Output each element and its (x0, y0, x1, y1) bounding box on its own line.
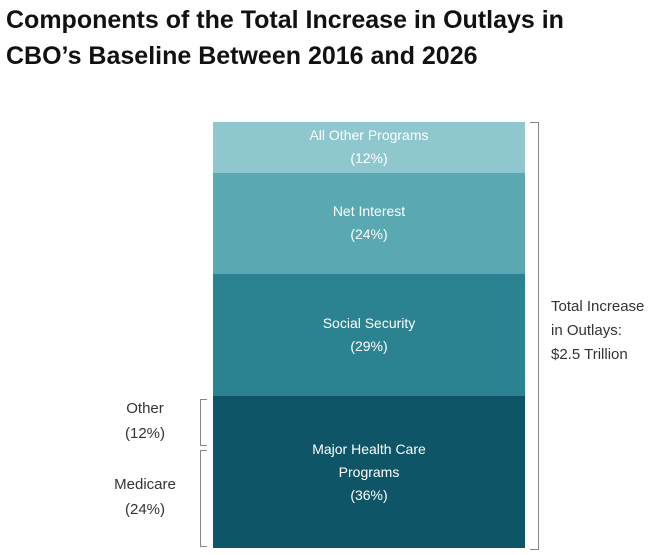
total-bracket (530, 122, 539, 550)
annotation-line: in Outlays: (551, 322, 622, 339)
annotation: Total Increase in Outlays: $2.5 Trillion (551, 295, 644, 367)
breakdown-bracket (200, 399, 207, 446)
chart-title: Components of the Total Increase in Outl… (6, 6, 564, 70)
bar-segment: Net Interest (24%) (213, 172, 525, 274)
segment-value-label: (24%) (350, 226, 388, 243)
breakdown-name: Medicare (114, 476, 176, 494)
breakdown-name: Other (126, 400, 164, 418)
segment-value-label: (12%) (350, 150, 388, 167)
breakdown-value-label: (12%) (124, 425, 165, 443)
bar-segment: All Other Programs (12%) (213, 122, 525, 173)
segment-label: Major Health Care Programs (312, 440, 426, 480)
annotation-line: Total Increase (551, 298, 645, 315)
segment-value-label: (36%) (350, 486, 388, 503)
breakdown-label: Medicare (24%) (100, 472, 190, 522)
annotation-line: $2.5 Trillion (551, 346, 628, 363)
bar-segment: Social Security (29%) (213, 273, 525, 397)
segment-label: Social Security (322, 314, 416, 331)
bar-segment: Major Health Care Programs (36%) (213, 396, 525, 548)
segment-label: All Other Programs (309, 127, 429, 144)
breakdown-value-label: (24%) (124, 501, 165, 519)
breakdown-bracket (200, 449, 207, 547)
breakdown-label: Other (12%) (100, 396, 190, 446)
segment-label: Net Interest (332, 203, 406, 220)
segment-value-label: (29%) (350, 337, 388, 354)
